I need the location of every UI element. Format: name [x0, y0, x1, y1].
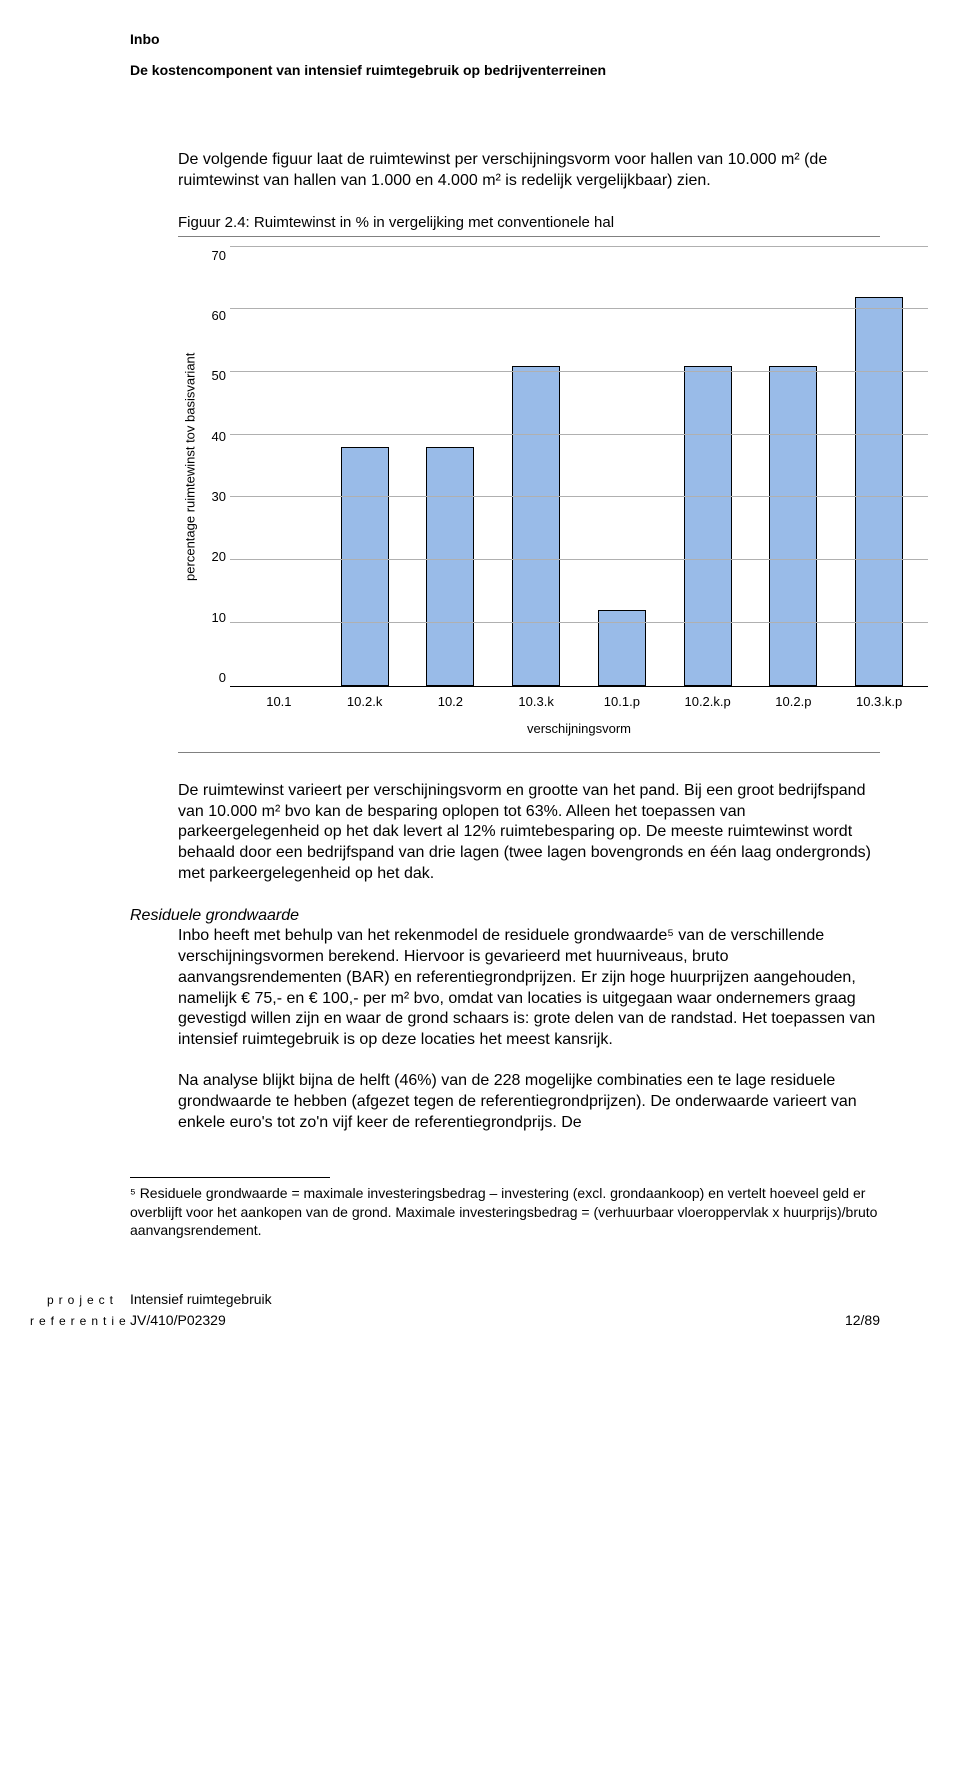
gridline	[230, 559, 928, 560]
footer-project-value: Intensief ruimtegebruik	[130, 1289, 272, 1310]
bar-chart: percentage ruimtewinst tov basisvariant …	[178, 247, 928, 738]
footer-ref-value: JV/410/P02329	[130, 1310, 226, 1331]
footnote-rule	[130, 1177, 330, 1178]
section-para-1: Inbo heeft met behulp van het rekenmodel…	[178, 926, 880, 1051]
gridline	[230, 434, 928, 435]
chart-plot	[230, 247, 928, 687]
header-org: Inbo	[130, 30, 880, 49]
xtick: 10.2	[426, 693, 474, 711]
page-number: 12/89	[845, 1310, 880, 1331]
section-para-2: Na analyse blijkt bijna de helft (46%) v…	[178, 1071, 880, 1133]
ytick: 50	[212, 367, 226, 385]
gridline	[230, 308, 928, 309]
footer-ref-label: referentie	[30, 1312, 130, 1330]
header-title: De kostencomponent van intensief ruimteg…	[130, 61, 880, 80]
xtick: 10.3.k.p	[855, 693, 903, 711]
ytick: 10	[212, 609, 226, 627]
xtick: 10.2.k.p	[684, 693, 732, 711]
footer-project-label: project	[30, 1291, 130, 1309]
intro-paragraph: De volgende figuur laat de ruimtewinst p…	[178, 150, 880, 192]
bar	[426, 447, 474, 685]
figure-caption: Figuur 2.4: Ruimtewinst in % in vergelij…	[178, 213, 880, 233]
xtick: 10.1	[255, 693, 303, 711]
gridline	[230, 246, 928, 247]
bar	[341, 447, 389, 685]
chart-xaxis: 10.1 10.2.k 10.2 10.3.k 10.1.p 10.2.k.p 10.2.p…	[230, 687, 928, 711]
footnote-text: ⁵ Residuele grondwaarde = maximale inves…	[130, 1184, 880, 1239]
ytick: 0	[219, 669, 226, 687]
ytick: 40	[212, 428, 226, 446]
chart-xlabel: verschijningsvorm	[230, 720, 928, 738]
chart-top-rule	[178, 236, 880, 237]
gridline	[230, 496, 928, 497]
gridline	[230, 622, 928, 623]
page-footer: project Intensief ruimtegebruik referent…	[30, 1289, 880, 1331]
ytick: 60	[212, 307, 226, 325]
bar	[855, 297, 903, 686]
chart-yaxis: 70 60 50 40 30 20 10 0	[202, 247, 230, 687]
chart-ylabel: percentage ruimtewinst tov basisvariant	[178, 247, 202, 687]
xtick: 10.2.p	[769, 693, 817, 711]
gridline	[230, 371, 928, 372]
bar	[512, 366, 560, 686]
xtick: 10.1.p	[598, 693, 646, 711]
ytick: 30	[212, 488, 226, 506]
xtick: 10.2.k	[341, 693, 389, 711]
bar	[684, 366, 732, 686]
ytick: 70	[212, 247, 226, 265]
bar	[769, 366, 817, 686]
chart-bottom-rule	[178, 752, 880, 753]
xtick: 10.3.k	[512, 693, 560, 711]
ytick: 20	[212, 548, 226, 566]
section-label-residuele: Residuele grondwaarde	[130, 905, 880, 927]
para-ruimtewinst: De ruimtewinst varieert per verschijning…	[178, 781, 880, 885]
